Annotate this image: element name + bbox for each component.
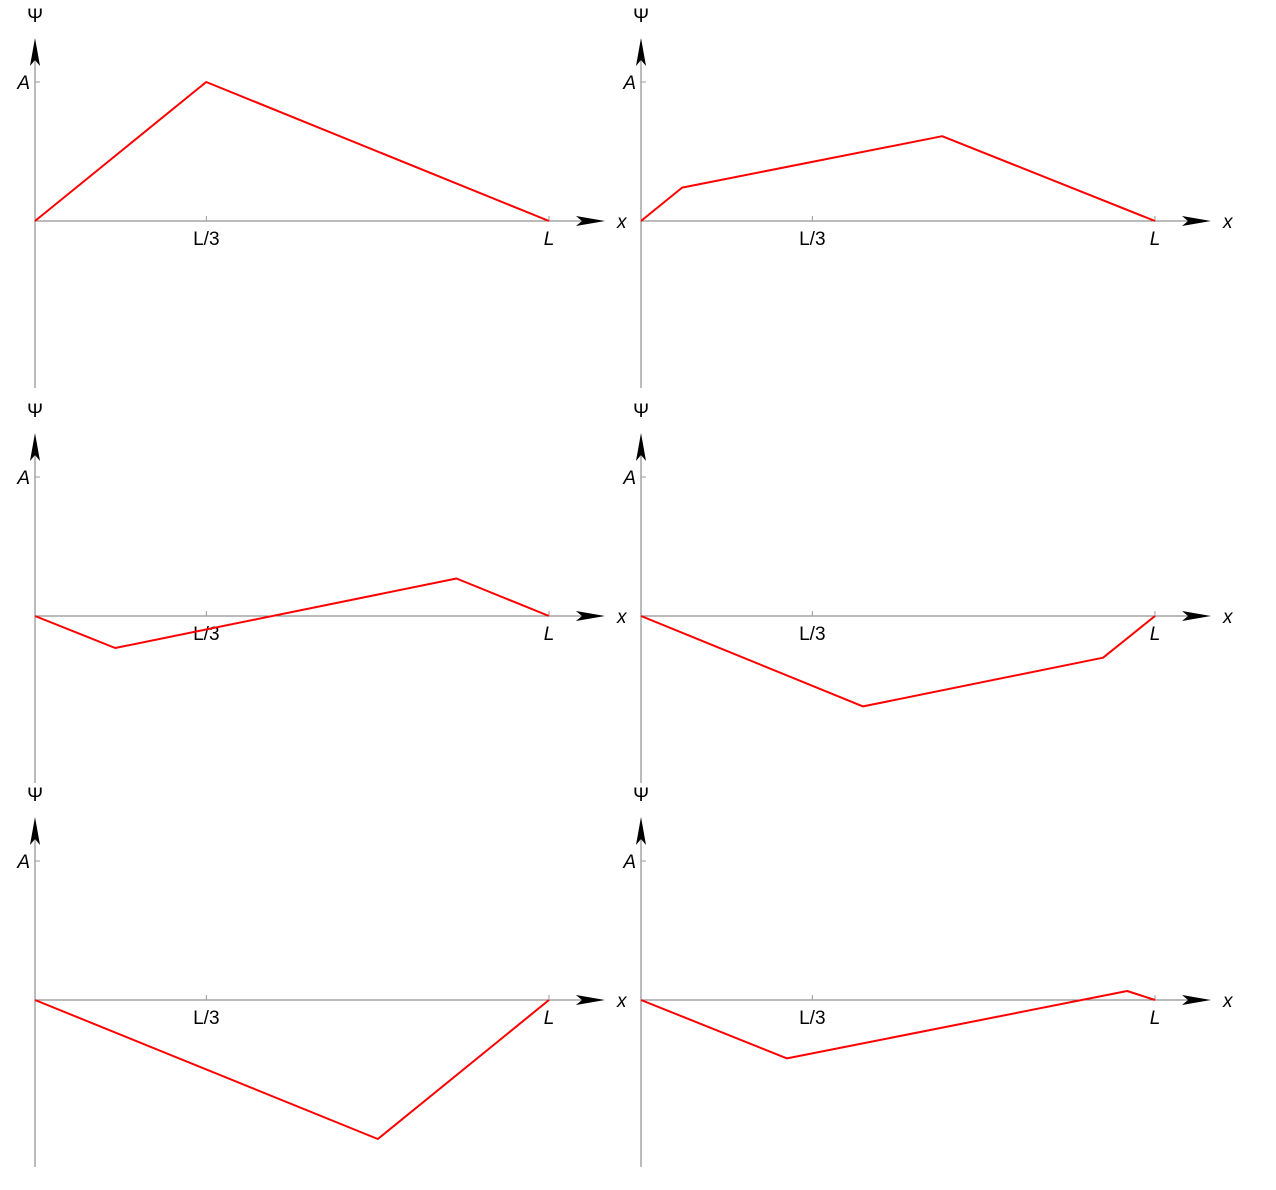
panel-6: Ψ Ax L/3 L <box>622 785 1234 1167</box>
x-tick-label: L <box>544 1008 555 1029</box>
y-tick-label: A <box>16 73 30 94</box>
y-axis-arrow <box>30 433 40 461</box>
panel-2: Ψ Ax L/3 L <box>622 6 1234 388</box>
y-tick-label: A <box>622 852 636 873</box>
x-axis-label: x <box>616 607 628 628</box>
panel-1: Ψ Ax L/3 L <box>16 6 628 388</box>
x-tick-label: L <box>1150 1008 1161 1029</box>
x-axis-label: x <box>1222 212 1234 233</box>
string-displacement-line <box>640 990 1156 1060</box>
x-tick-label: L/3 <box>193 229 219 250</box>
panel-4: Ψ Ax L/3 L <box>622 401 1234 783</box>
x-tick-label: L/3 <box>193 1008 219 1029</box>
string-displacement-line <box>34 577 550 649</box>
x-tick-label: L/3 <box>799 1008 825 1029</box>
x-axis-arrow <box>576 611 605 621</box>
string-displacement-line <box>640 135 1156 222</box>
y-axis-label: Ψ <box>27 785 43 806</box>
y-axis-arrow <box>636 38 646 66</box>
x-tick-label: L <box>1150 624 1161 645</box>
x-axis-label: x <box>1222 607 1234 628</box>
y-tick-label: A <box>622 468 636 489</box>
x-axis-label: x <box>616 212 628 233</box>
x-tick-label: L <box>544 624 555 645</box>
x-axis-arrow <box>576 995 605 1005</box>
y-axis-label: Ψ <box>633 6 649 27</box>
x-tick-label: L/3 <box>799 624 825 645</box>
y-axis-arrow <box>30 38 40 66</box>
panel-3: Ψ Ax L/3 L <box>16 401 628 783</box>
y-axis-arrow <box>30 817 40 845</box>
y-tick-label: A <box>16 852 30 873</box>
y-axis-label: Ψ <box>633 785 649 806</box>
x-axis-label: x <box>1222 991 1234 1012</box>
panel-5: Ψ Ax L/3 L <box>16 785 628 1167</box>
x-axis-arrow <box>1182 995 1211 1005</box>
y-axis-arrow <box>636 817 646 845</box>
string-displacement-line <box>640 615 1156 708</box>
string-displacement-line <box>34 999 550 1140</box>
x-tick-label: L <box>1150 229 1161 250</box>
x-tick-label: L <box>544 229 555 250</box>
x-axis-arrow <box>1182 611 1211 621</box>
y-tick-label: A <box>622 73 636 94</box>
y-tick-label: A <box>16 468 30 489</box>
string-displacement-line <box>34 81 550 222</box>
x-axis-arrow <box>1182 216 1211 226</box>
y-axis-label: Ψ <box>27 6 43 27</box>
x-tick-label: L/3 <box>799 229 825 250</box>
x-axis-arrow <box>576 216 605 226</box>
x-axis-label: x <box>616 991 628 1012</box>
y-axis-label: Ψ <box>633 401 649 422</box>
x-tick-label: L/3 <box>193 624 219 645</box>
y-axis-label: Ψ <box>27 401 43 422</box>
y-axis-arrow <box>636 433 646 461</box>
